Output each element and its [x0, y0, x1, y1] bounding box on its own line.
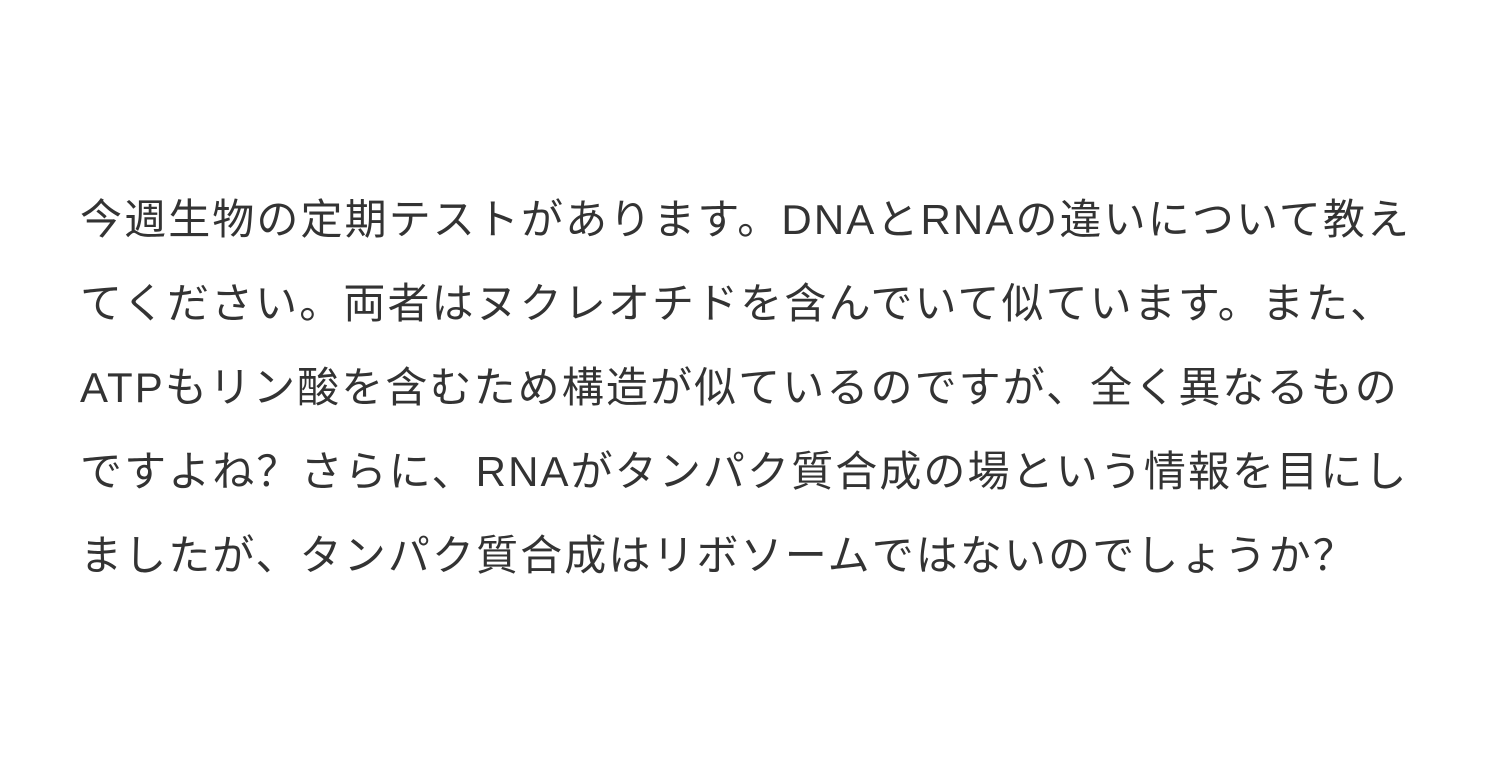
question-paragraph: 今週生物の定期テストがあります。DNAとRNAの違いについて教えてください。両者… — [80, 178, 1420, 598]
